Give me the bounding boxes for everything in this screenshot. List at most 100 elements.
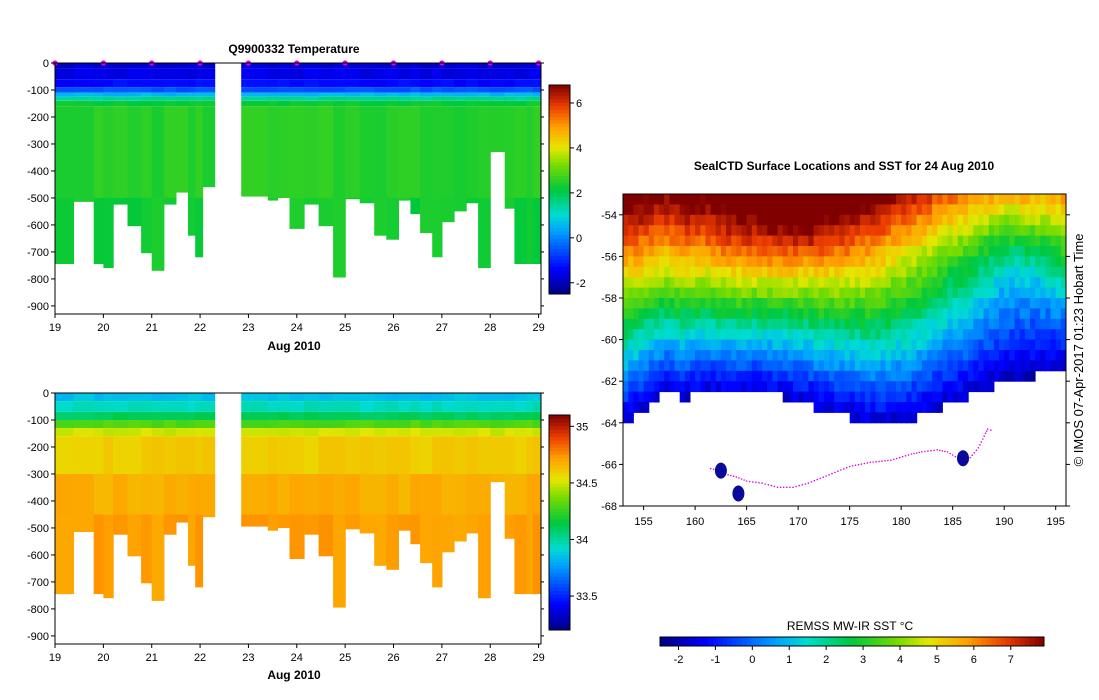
sst-cell bbox=[690, 381, 696, 393]
track-point bbox=[792, 486, 794, 489]
sst-cell bbox=[659, 246, 665, 257]
sst-cell bbox=[818, 329, 825, 341]
sst-cell bbox=[731, 194, 737, 205]
sst-cell bbox=[916, 266, 923, 278]
sst-cell bbox=[849, 298, 856, 309]
sst-cell bbox=[875, 287, 882, 299]
y-tick-label: -58 bbox=[601, 293, 617, 305]
sst-cell bbox=[1060, 214, 1066, 226]
heatmap-cell bbox=[73, 100, 95, 107]
heatmap-cell bbox=[113, 428, 129, 437]
heatmap-cell bbox=[514, 87, 528, 93]
heatmap-cell bbox=[304, 100, 320, 107]
sst-cell bbox=[690, 339, 696, 351]
sst-cell bbox=[782, 277, 789, 289]
sst-cell bbox=[921, 256, 928, 268]
colorbar-swatch bbox=[549, 504, 570, 509]
heatmap-cell bbox=[420, 401, 433, 412]
heatmap-cell bbox=[504, 106, 515, 198]
sst-cell bbox=[710, 318, 717, 330]
salinity-axes-frame bbox=[54, 392, 542, 645]
heatmap-cell bbox=[163, 96, 177, 101]
colorbar-swatch bbox=[549, 130, 570, 135]
sst-cell bbox=[705, 225, 712, 237]
sst-cell bbox=[839, 391, 845, 403]
salinity-heatmap bbox=[55, 393, 541, 608]
sst-cell bbox=[648, 256, 655, 268]
sst-cell bbox=[993, 235, 1000, 247]
heatmap-cell bbox=[113, 474, 129, 515]
sst-cell bbox=[669, 204, 676, 216]
sst-cell bbox=[705, 370, 712, 382]
sst-cell bbox=[726, 194, 732, 205]
heatmap-cell bbox=[73, 393, 95, 402]
sst-cell bbox=[818, 318, 825, 330]
heatmap-cell bbox=[304, 401, 320, 412]
sst-cell bbox=[947, 370, 954, 382]
sst-cell bbox=[690, 194, 696, 205]
sst-cell bbox=[653, 214, 660, 226]
sst-cell bbox=[720, 194, 727, 205]
sst-cell bbox=[1050, 256, 1057, 268]
heatmap-cell bbox=[359, 100, 375, 107]
sst-cell bbox=[983, 350, 990, 361]
sst-cell bbox=[937, 370, 943, 382]
sst-cell bbox=[890, 204, 897, 216]
sst-cell bbox=[978, 235, 985, 247]
sst-cell bbox=[803, 266, 809, 278]
colorbar-swatch bbox=[549, 475, 570, 480]
sst-cell bbox=[1014, 225, 1021, 237]
sst-cell bbox=[942, 381, 949, 393]
sst-cell bbox=[736, 298, 742, 309]
heatmap-cell bbox=[410, 106, 421, 198]
colorbar-swatch bbox=[549, 179, 570, 183]
sst-cell bbox=[942, 329, 949, 341]
sst-cell bbox=[870, 277, 876, 289]
sst-cell bbox=[741, 204, 748, 216]
sst-cell bbox=[653, 308, 660, 320]
sst-cell bbox=[782, 235, 789, 247]
sst-cell bbox=[844, 287, 851, 299]
heatmap-cell bbox=[420, 96, 433, 101]
colorbar-swatch bbox=[832, 637, 838, 646]
colorbar-swatch bbox=[1000, 637, 1006, 646]
sst-cell bbox=[988, 298, 995, 309]
sst-cell bbox=[690, 370, 696, 382]
sst-cell bbox=[628, 256, 634, 268]
heatmap-cell bbox=[454, 68, 467, 80]
colorbar-tick-label: 1 bbox=[786, 654, 792, 666]
heatmap-cell bbox=[195, 514, 204, 588]
sst-cell bbox=[880, 381, 887, 393]
sst-cell bbox=[896, 318, 902, 330]
sst-cell bbox=[1004, 298, 1010, 309]
sst-cell bbox=[865, 194, 871, 205]
sst-cell bbox=[896, 391, 902, 403]
x-tick-label: 26 bbox=[387, 322, 399, 334]
heatmap-cell bbox=[113, 68, 129, 80]
heatmap-cell bbox=[359, 420, 375, 429]
sst-cell bbox=[844, 235, 851, 247]
sst-cell bbox=[880, 402, 887, 413]
sst-cell bbox=[751, 225, 758, 237]
heatmap-cell bbox=[277, 79, 291, 88]
heatmap-cell bbox=[141, 87, 153, 93]
y-tick-label: 0 bbox=[43, 58, 49, 70]
heatmap-cell bbox=[490, 79, 506, 88]
sst-cell bbox=[762, 360, 768, 372]
sst-cell bbox=[787, 266, 794, 278]
sst-cell bbox=[659, 277, 665, 289]
sst-cell bbox=[695, 204, 701, 216]
heatmap-cell bbox=[175, 411, 189, 420]
sst-cell bbox=[684, 308, 691, 320]
heatmap-cell bbox=[490, 411, 506, 420]
colorbar-swatch bbox=[549, 490, 570, 495]
sst-cell bbox=[854, 225, 861, 237]
sst-cell bbox=[1009, 318, 1015, 330]
sst-cell bbox=[659, 329, 665, 341]
heatmap-cell bbox=[127, 401, 142, 412]
sst-cell bbox=[926, 391, 933, 403]
heatmap-cell bbox=[526, 92, 534, 97]
sst-cell bbox=[963, 350, 969, 361]
heatmap-cell bbox=[318, 63, 334, 69]
sst-cell bbox=[834, 318, 840, 330]
